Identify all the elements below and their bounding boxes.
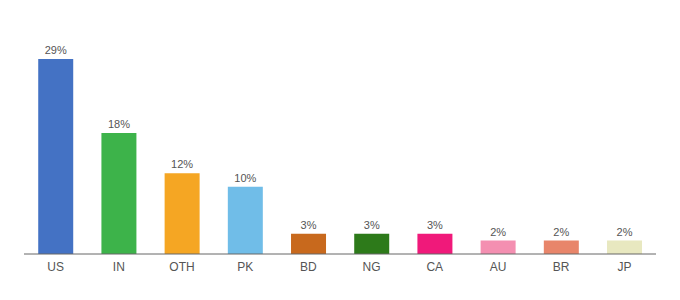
svg-text:AU: AU <box>490 260 507 274</box>
svg-text:BD: BD <box>300 260 317 274</box>
svg-text:2%: 2% <box>553 226 569 238</box>
svg-text:US: US <box>47 260 64 274</box>
svg-text:CA: CA <box>426 260 443 274</box>
svg-text:BR: BR <box>553 260 570 274</box>
svg-text:3%: 3% <box>364 219 380 231</box>
svg-text:18%: 18% <box>108 118 130 130</box>
svg-text:29%: 29% <box>45 44 67 56</box>
svg-text:2%: 2% <box>490 226 506 238</box>
svg-text:IN: IN <box>113 260 125 274</box>
svg-text:3%: 3% <box>427 219 443 231</box>
svg-text:NG: NG <box>363 260 381 274</box>
svg-text:2%: 2% <box>617 226 633 238</box>
svg-text:12%: 12% <box>171 158 193 170</box>
svg-text:OTH: OTH <box>169 260 194 274</box>
svg-text:10%: 10% <box>234 172 256 184</box>
svg-text:3%: 3% <box>301 219 317 231</box>
svg-text:JP: JP <box>617 260 631 274</box>
svg-text:PK: PK <box>237 260 253 274</box>
